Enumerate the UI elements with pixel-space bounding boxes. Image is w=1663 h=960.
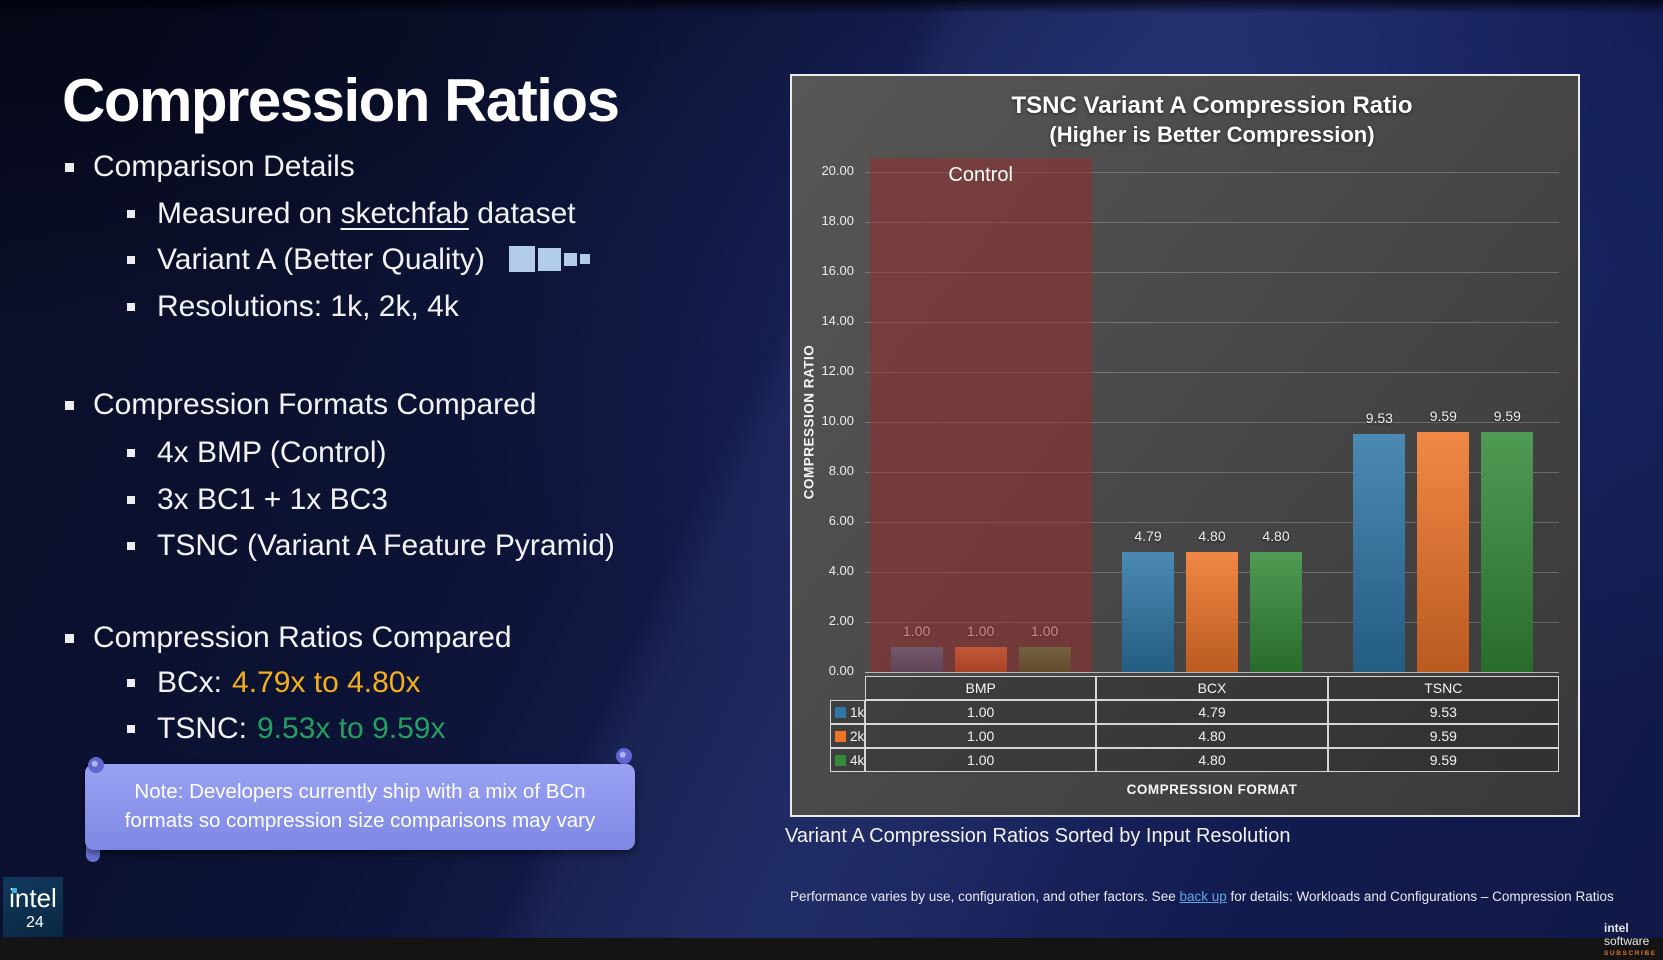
- sketchfab-link[interactable]: sketchfab: [340, 197, 469, 230]
- bullet-formats-compared: Compression Formats Compared: [65, 388, 536, 422]
- intel-logo: intel 24: [3, 877, 63, 937]
- chart-caption: Variant A Compression Ratios Sorted by I…: [785, 825, 1291, 847]
- y-tick-label: 6.00: [828, 513, 854, 528]
- bar-value-label: 9.53: [1365, 409, 1393, 426]
- mip-pyramid-icon: [509, 246, 591, 273]
- table-value-cell: 1.00: [865, 700, 1097, 724]
- bar-BCX-4k: [1250, 552, 1302, 672]
- legend-key-cell: 2k: [830, 724, 865, 748]
- legend-key-cell: 1k: [830, 700, 865, 724]
- y-tick-label: 8.00: [828, 463, 854, 478]
- tsnc-ratio-value: 9.53x to 9.59x: [257, 712, 446, 745]
- control-region-label: Control: [948, 164, 1013, 186]
- y-tick-label: 0.00: [828, 663, 854, 678]
- bar-TSNC-2k: [1417, 432, 1470, 672]
- chart-panel: TSNC Variant A Compression Ratio (Higher…: [790, 74, 1580, 817]
- bullet-comparison-details: Comparison Details: [65, 150, 355, 184]
- table-header-cell: BCX: [1096, 676, 1328, 700]
- bullet-marker: [127, 725, 135, 733]
- bullet-ratios-compared: Compression Ratios Compared: [65, 621, 512, 655]
- bullet-4x-bmp: 4x BMP (Control): [127, 436, 387, 470]
- intel-software-logo: intel software SUBSCRIBE: [1604, 921, 1657, 957]
- bullet-marker: [65, 163, 74, 172]
- table-value-cell: 1.00: [865, 724, 1097, 748]
- y-tick-label: 16.00: [821, 263, 854, 278]
- bar-BCX-2k: [1186, 552, 1238, 672]
- note-banner: Note: Developers currently ship with a m…: [85, 764, 635, 850]
- x-axis-title: COMPRESSION FORMAT: [1126, 782, 1298, 797]
- bar-BCX-1k: [1122, 552, 1174, 672]
- intel-i-dot-icon: [12, 888, 17, 893]
- legend-swatch-1k: [835, 706, 846, 718]
- bullet-tsnc-variant: TSNC (Variant A Feature Pyramid): [127, 529, 615, 563]
- bullet-marker: [127, 679, 135, 687]
- bar-value-label: 4.79: [1134, 528, 1162, 545]
- table-value-cell: 9.53: [1327, 700, 1559, 724]
- scroll-curl-icon: [616, 748, 632, 764]
- bar-value-label: 4.80: [1262, 528, 1290, 544]
- y-tick-label: 12.00: [821, 363, 854, 378]
- note-text: Note: Developers currently ship with a m…: [124, 780, 596, 832]
- table-value-cell: 4.80: [1096, 748, 1328, 772]
- bullet-marker: [127, 256, 135, 264]
- bar-value-label: 9.59: [1493, 408, 1521, 425]
- bullet-variant-a: Variant A (Better Quality): [127, 243, 591, 277]
- table-value-cell: 4.79: [1096, 700, 1328, 724]
- table-header-cell: BMP: [865, 676, 1097, 700]
- y-tick-label: 14.00: [821, 313, 854, 328]
- bullet-marker: [127, 496, 135, 504]
- scroll-curl-icon: [88, 757, 104, 773]
- intel-wordmark: intel: [9, 883, 57, 913]
- bar-TSNC-4k: [1481, 432, 1534, 672]
- bar-value-label: 4.80: [1198, 528, 1226, 544]
- table-value-cell: 9.59: [1327, 724, 1559, 748]
- backup-link[interactable]: back up: [1179, 889, 1227, 904]
- bullet-3x-bc1: 3x BC1 + 1x BC3: [127, 483, 388, 517]
- legend-swatch-4k: [835, 754, 846, 766]
- chart-subtitle: (Higher is Better Compression): [1049, 122, 1375, 147]
- table-header-cell: TSNC: [1327, 676, 1559, 700]
- control-region-overlay: [870, 158, 1093, 672]
- chart-title: TSNC Variant A Compression Ratio: [1011, 92, 1413, 119]
- bullet-measured-on: Measured on sketchfab dataset: [127, 197, 576, 231]
- legend-label: 2k: [850, 728, 865, 744]
- legend-key-cell: 4k: [830, 748, 865, 772]
- legend-swatch-2k: [835, 730, 846, 742]
- table-value-cell: 4.80: [1096, 724, 1328, 748]
- bullet-marker: [127, 303, 135, 311]
- bar-TSNC-1k: [1353, 433, 1406, 672]
- bar-value-label: 9.59: [1429, 408, 1457, 425]
- legend-label: 1k: [850, 704, 865, 720]
- bcx-ratio-value: 4.79x to 4.80x: [232, 666, 421, 699]
- bottom-bar: [0, 938, 1663, 960]
- legend-label: 4k: [850, 752, 865, 768]
- y-tick-label: 18.00: [821, 213, 854, 228]
- plot-area: 0.00 2.00 4.00 6.00 8.00 10.00 12.00 14.00 16.00…: [792, 76, 1578, 815]
- bullet-tsnc-ratio: TSNC: 9.53x to 9.59x: [127, 712, 446, 746]
- subscribe-label: SUBSCRIBE: [1604, 949, 1657, 957]
- y-tick-label: 20.00: [821, 163, 854, 178]
- bullet-bcx-ratio: BCx: 4.79x to 4.80x: [127, 666, 421, 700]
- table-value-cell: 1.00: [865, 748, 1097, 772]
- bullet-marker: [65, 401, 74, 410]
- y-tick-label: 4.00: [828, 563, 854, 578]
- y-tick-label: 10.00: [821, 413, 854, 428]
- bullet-marker: [127, 210, 135, 218]
- footnote: Performance varies by use, configuration…: [790, 889, 1614, 904]
- table-value-cell: 9.59: [1327, 748, 1559, 772]
- page-title: Compression Ratios: [62, 67, 620, 135]
- intel-year: 24: [26, 914, 44, 931]
- y-tick-label: 2.00: [828, 613, 854, 628]
- bullet-marker: [65, 634, 74, 643]
- bullet-marker: [127, 449, 135, 457]
- bullet-resolutions: Resolutions: 1k, 2k, 4k: [127, 290, 459, 324]
- x-axis-line: [865, 672, 1559, 673]
- bullet-marker: [127, 542, 135, 550]
